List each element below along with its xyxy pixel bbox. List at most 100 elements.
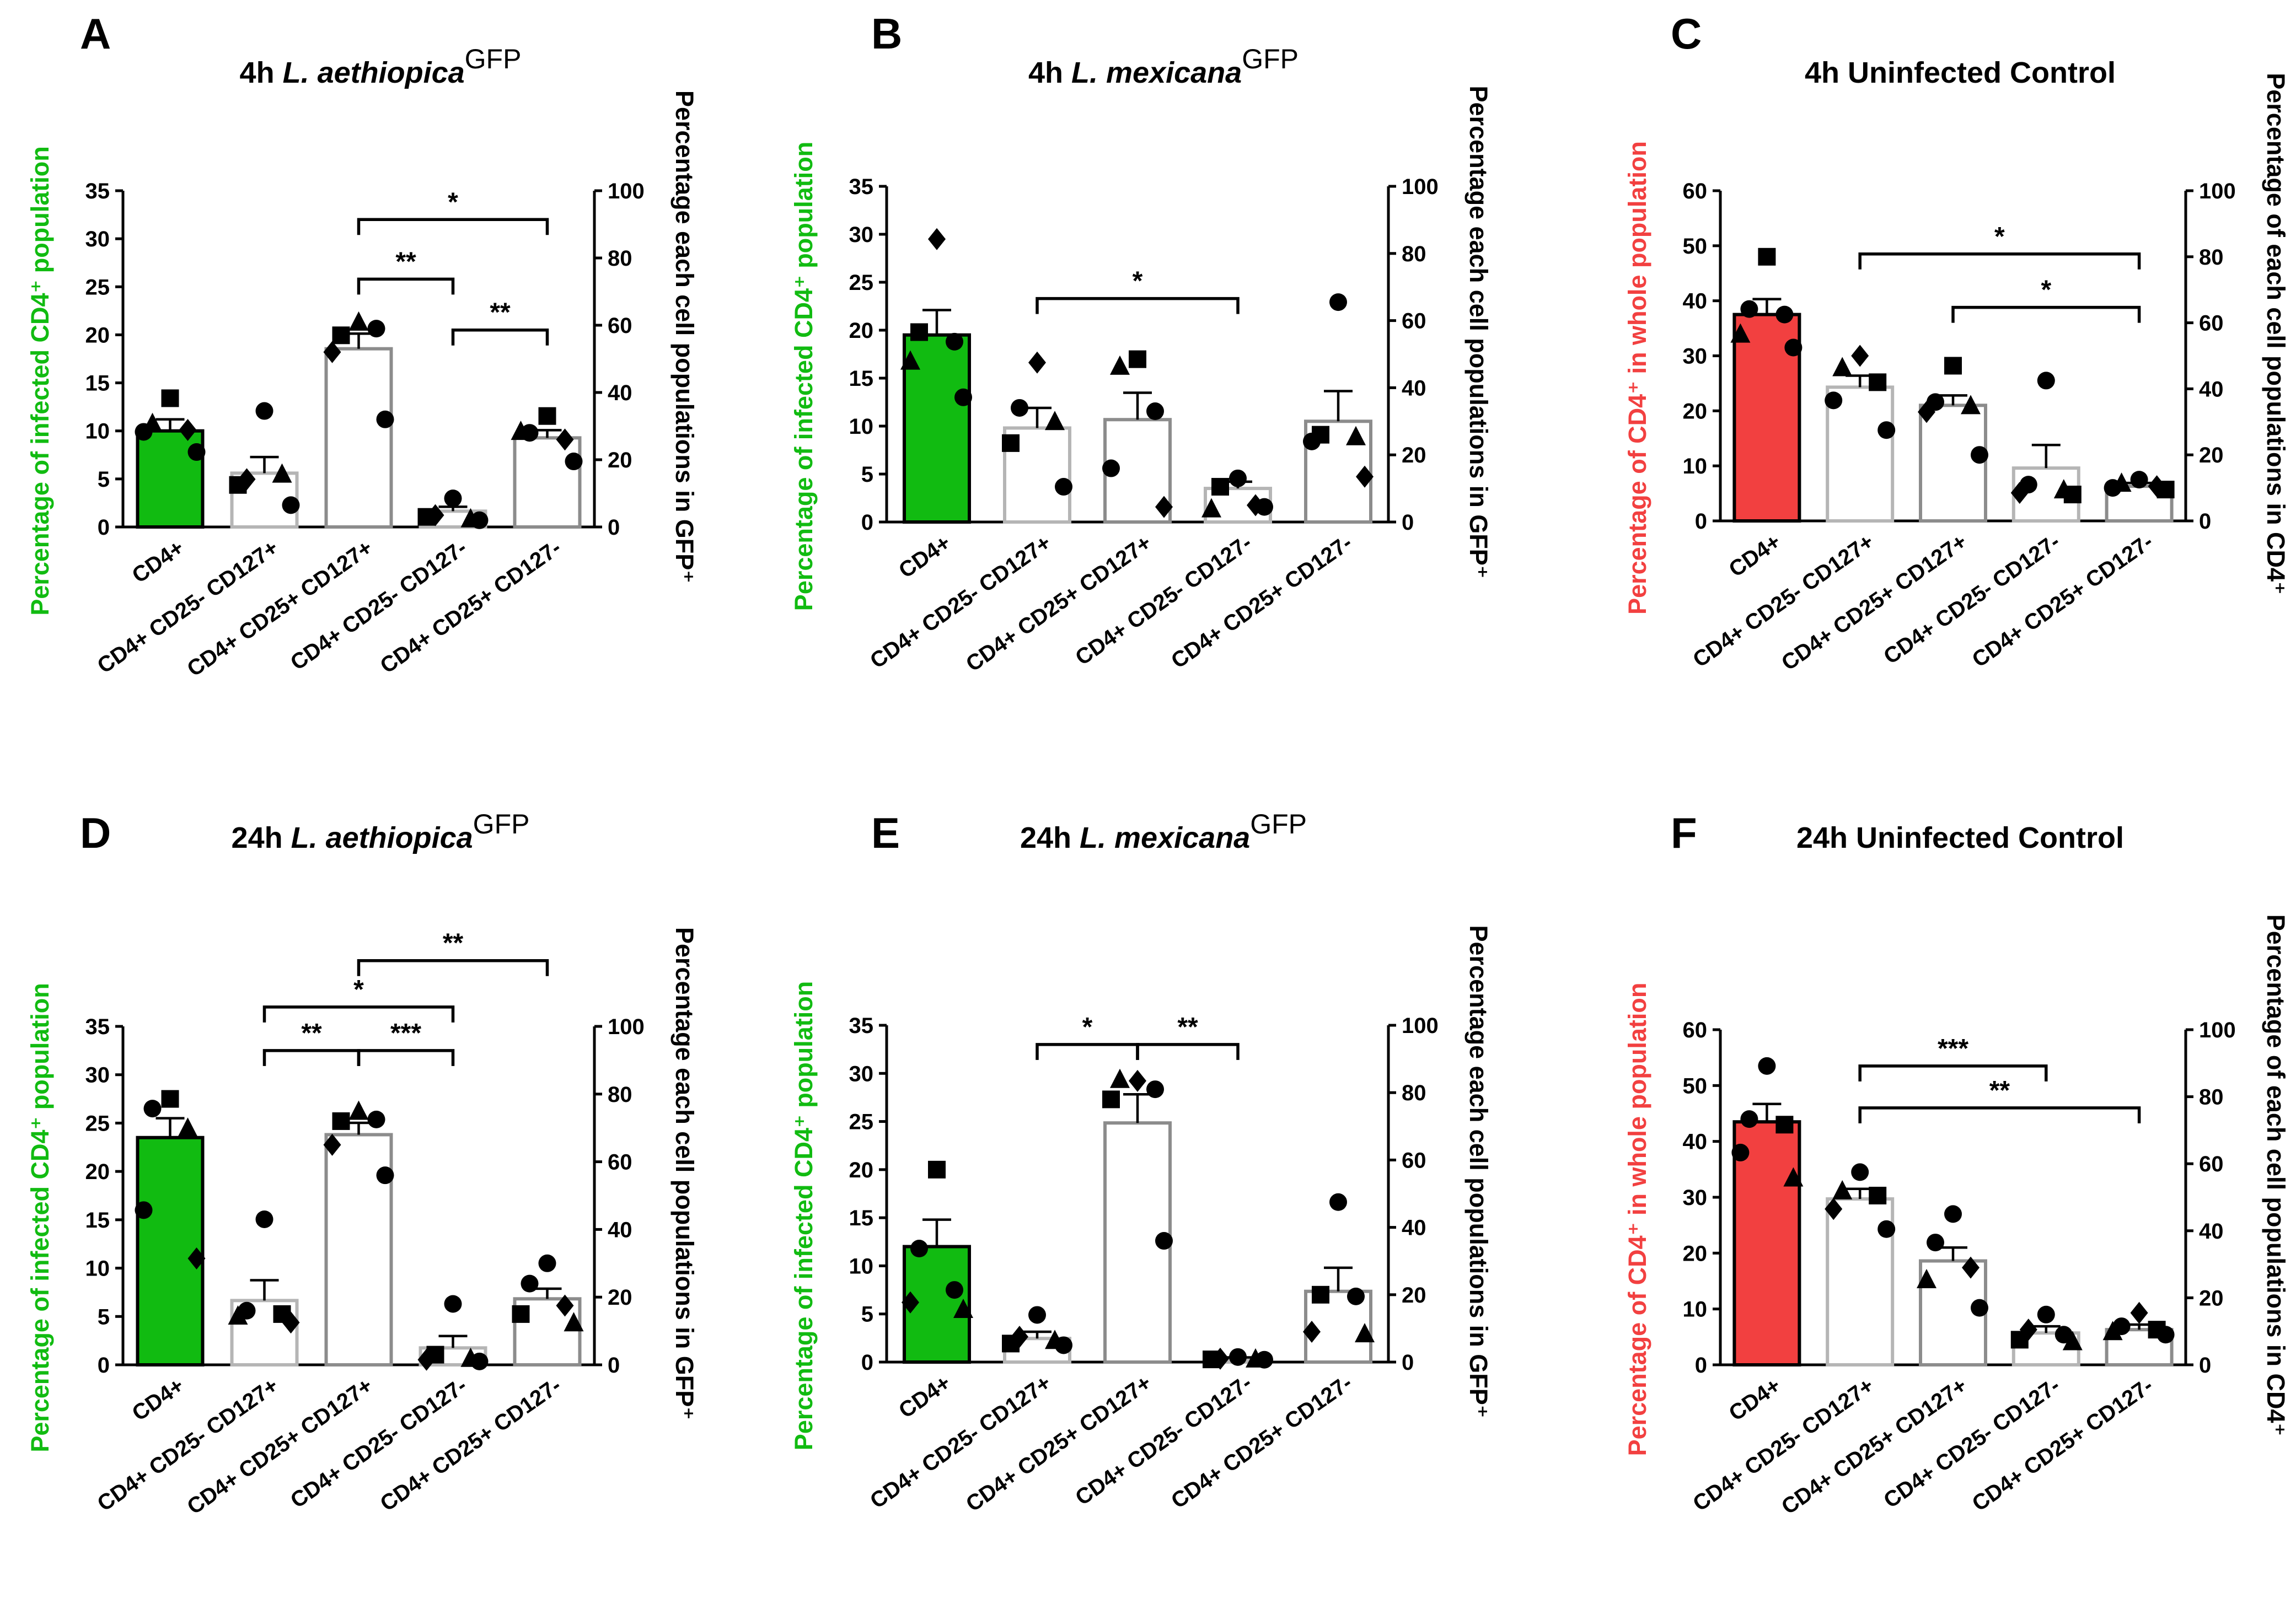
data-point-triangle bbox=[348, 311, 369, 331]
data-point-diamond bbox=[179, 418, 197, 441]
left-tick-label: 35 bbox=[85, 179, 110, 203]
data-point-triangle bbox=[1201, 498, 1221, 518]
left-tick-label: 10 bbox=[1683, 1298, 1708, 1322]
data-point-square bbox=[332, 326, 350, 345]
right-y-axis-label: Percentage each cell populations in GFP⁺ bbox=[670, 927, 699, 1420]
data-point-circle bbox=[135, 1201, 153, 1219]
title-prefix: 24h bbox=[1020, 821, 1071, 854]
left-tick-label: 40 bbox=[1683, 1130, 1708, 1154]
significance-label: *** bbox=[1938, 1034, 1968, 1063]
significance-label: ** bbox=[490, 298, 511, 327]
left-tick-label: 60 bbox=[1683, 1018, 1708, 1042]
data-point-square bbox=[1211, 478, 1229, 496]
category-label: CD4+ CD25+ CD127+ bbox=[183, 535, 377, 681]
right-tick-label: 60 bbox=[1402, 1148, 1426, 1172]
data-point-diamond bbox=[1129, 1069, 1146, 1092]
data-point-square bbox=[229, 476, 247, 494]
data-point-circle bbox=[1775, 305, 1794, 324]
data-point-circle bbox=[538, 1254, 556, 1272]
data-point-circle bbox=[255, 402, 273, 420]
data-point-circle bbox=[135, 423, 153, 441]
right-y-axis-label: Percentage of each cell populations in C… bbox=[2262, 914, 2290, 1436]
right-tick-label: 100 bbox=[2199, 179, 2236, 203]
data-point-circle bbox=[1784, 338, 1803, 357]
data-point-circle bbox=[1028, 1306, 1046, 1324]
bar bbox=[1732, 1120, 1801, 1366]
significance-label: * bbox=[353, 975, 364, 1004]
left-tick-label: 0 bbox=[861, 1351, 873, 1375]
panel-title: 4h L. aethiopicaGFP bbox=[240, 44, 522, 89]
left-tick-label: 30 bbox=[849, 1062, 874, 1086]
data-point-triangle bbox=[272, 463, 292, 483]
category-label: CD4+ CD25+ CD127- bbox=[376, 535, 566, 678]
data-point-square bbox=[1869, 1186, 1887, 1204]
category-label: CD4+ CD25+ CD127- bbox=[1968, 1373, 2158, 1516]
data-point-circle bbox=[1256, 498, 1273, 516]
significance-bracket bbox=[1858, 1064, 2048, 1082]
significance-label: ** bbox=[1177, 1013, 1198, 1042]
left-y-axis-label: Percentage of infected CD4⁺ population bbox=[790, 981, 818, 1450]
left-tick-label: 20 bbox=[85, 1160, 110, 1184]
category-label: CD4+ bbox=[894, 530, 955, 583]
right-y-axis-label: Percentage each cell populations in GFP⁺ bbox=[1464, 926, 1493, 1418]
data-point-diamond bbox=[1851, 345, 1869, 367]
data-point-square bbox=[1944, 357, 1962, 375]
title-prefix: 4h bbox=[240, 56, 275, 89]
left-tick-label: 20 bbox=[849, 319, 874, 343]
data-point-triangle bbox=[1110, 355, 1130, 375]
data-point-circle bbox=[1229, 1348, 1247, 1366]
panel-title: 4h Uninfected Control bbox=[1805, 56, 2116, 89]
title-superscript: GFP bbox=[465, 44, 522, 74]
data-point-circle bbox=[946, 332, 963, 351]
significance-bracket bbox=[1951, 305, 2141, 323]
data-point-diamond bbox=[323, 1133, 341, 1156]
left-tick-label: 5 bbox=[861, 462, 873, 487]
title-species: L. aethiopica bbox=[283, 821, 473, 854]
left-tick-label: 5 bbox=[98, 1305, 110, 1329]
data-point-diamond bbox=[1825, 1198, 1843, 1220]
data-point-triangle bbox=[228, 1305, 248, 1325]
left-tick-label: 10 bbox=[85, 419, 110, 444]
data-point-circle bbox=[1347, 1287, 1365, 1305]
significance-label: ** bbox=[443, 929, 464, 958]
significance-label: * bbox=[2041, 276, 2051, 305]
significance-bracket bbox=[357, 1049, 455, 1066]
data-point-diamond bbox=[282, 1311, 300, 1334]
significance-bracket bbox=[451, 328, 549, 346]
data-point-circle bbox=[1740, 300, 1758, 318]
data-point-circle bbox=[255, 1210, 273, 1228]
significance-label: * bbox=[448, 187, 458, 217]
category-label: CD4+ CD25- CD127- bbox=[1879, 529, 2064, 669]
right-tick-label: 100 bbox=[2199, 1018, 2236, 1042]
data-point-triangle bbox=[2062, 1331, 2083, 1351]
panel-letter: B bbox=[871, 9, 902, 58]
data-point-circle bbox=[521, 1274, 539, 1293]
data-point-circle bbox=[376, 410, 394, 428]
right-tick-label: 20 bbox=[1402, 443, 1426, 467]
data-point-square bbox=[2156, 481, 2175, 499]
left-tick-label: 15 bbox=[849, 1206, 874, 1230]
right-tick-label: 20 bbox=[608, 1285, 632, 1310]
data-point-triangle bbox=[1110, 1068, 1130, 1088]
right-tick-label: 100 bbox=[608, 179, 645, 203]
data-point-circle bbox=[1329, 1193, 1347, 1211]
data-point-circle bbox=[470, 511, 489, 529]
data-point-triangle bbox=[953, 1298, 973, 1318]
category-label: CD4+ CD25- CD127- bbox=[286, 1373, 471, 1513]
right-tick-label: 60 bbox=[2199, 311, 2224, 336]
left-tick-label: 30 bbox=[849, 223, 874, 247]
data-point-circle bbox=[1877, 1220, 1896, 1238]
data-point-square bbox=[161, 1090, 179, 1108]
title-prefix: 24h bbox=[232, 821, 283, 854]
data-point-triangle bbox=[511, 421, 531, 440]
right-tick-label: 20 bbox=[2199, 443, 2224, 467]
data-point-circle bbox=[1740, 1110, 1758, 1128]
data-point-diamond bbox=[1962, 1256, 1980, 1279]
category-label: CD4+ CD25+ CD127- bbox=[1968, 529, 2158, 672]
title-superscript: GFP bbox=[1250, 809, 1307, 840]
bar bbox=[513, 436, 582, 529]
data-point-circle bbox=[2037, 372, 2055, 390]
data-point-circle bbox=[2054, 1326, 2073, 1344]
data-point-diamond bbox=[1918, 401, 1935, 423]
